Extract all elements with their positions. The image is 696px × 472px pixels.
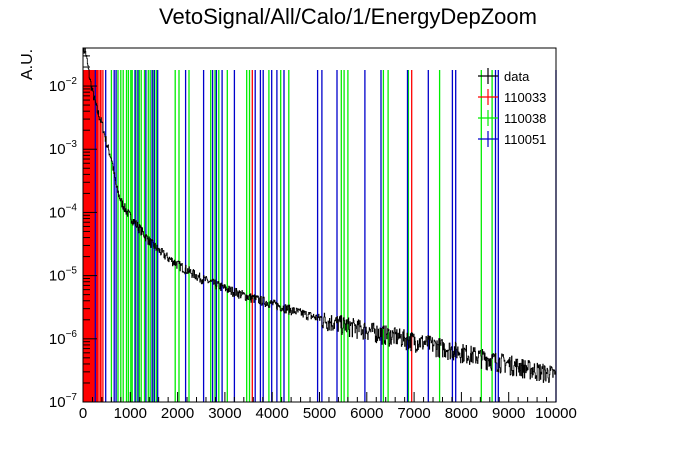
y-tick-label: 10−7 <box>49 392 78 411</box>
data-series-layer <box>83 47 557 383</box>
chart-title: VetoSignal/All/Calo/1/EnergyDepZoom <box>159 4 537 29</box>
x-tick-label: 7000 <box>397 405 430 422</box>
legend-label-110051: 110051 <box>504 132 546 147</box>
x-tick-label: 2000 <box>161 405 194 422</box>
y-axis: 10−7 10−6 10−5 10−4 10−3 10−2 <box>49 47 97 411</box>
x-tick-label: 1000 <box>114 405 147 422</box>
legend-label-data: data <box>504 69 530 84</box>
x-tick-label: 10000 <box>535 405 577 422</box>
x-tick-label: 5000 <box>303 405 336 422</box>
y-tick-label: 10−5 <box>49 266 78 285</box>
legend: data 110033 110038 110051 <box>478 68 546 147</box>
spike-series-layer <box>83 70 557 402</box>
x-axis: 0 1000 2000 3000 4000 5000 6000 7000 8000 9000 100… <box>79 392 577 422</box>
x-tick-label: 4000 <box>256 405 289 422</box>
y-tick-label: 10−3 <box>49 139 78 158</box>
y-tick-label: 10−6 <box>49 329 78 348</box>
y-tick-label: 10−2 <box>49 76 78 95</box>
series-line-data <box>83 47 557 383</box>
y-tick-label: 10−4 <box>49 202 78 221</box>
x-tick-label: 0 <box>79 405 87 422</box>
y-axis-label: A.U. <box>19 49 36 80</box>
legend-label-110033: 110033 <box>504 90 546 105</box>
x-tick-label: 9000 <box>492 405 525 422</box>
x-tick-label: 8000 <box>445 405 478 422</box>
x-tick-label: 3000 <box>208 405 241 422</box>
legend-label-110038: 110038 <box>504 111 546 126</box>
x-tick-label: 6000 <box>350 405 383 422</box>
